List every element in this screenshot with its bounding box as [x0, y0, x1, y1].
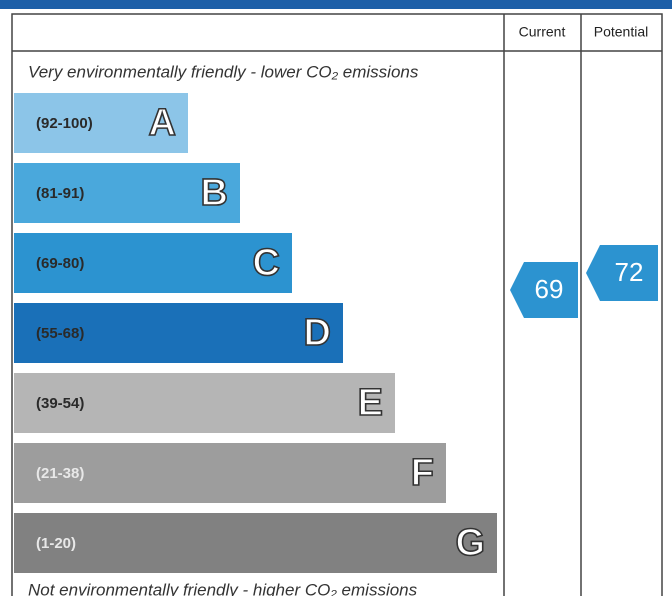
band-range: (69-80): [36, 255, 84, 272]
column-header: Potential: [594, 24, 648, 40]
band-letter: G: [455, 522, 485, 564]
current-value: 69: [535, 274, 564, 304]
table-border: [11, 13, 663, 601]
band-bar: [14, 373, 395, 433]
top-bar: [0, 0, 672, 9]
band-letter: A: [149, 102, 176, 144]
band-letter: E: [358, 382, 383, 424]
band-bar: [14, 303, 343, 363]
band-range: (39-54): [36, 395, 84, 412]
potential-value: 72: [615, 257, 644, 287]
band-bar: [14, 163, 240, 223]
top-note: Very environmentally friendly - lower CO…: [28, 62, 419, 81]
bands: (92-100) A (81-91) B (69-80) C (55-68) D (39-54)…: [14, 93, 497, 573]
band-letter: D: [304, 312, 331, 354]
band-range: (55-68): [36, 325, 84, 342]
band-letter: C: [253, 242, 280, 284]
potential-arrow: [586, 245, 658, 301]
band-range: (81-91): [36, 185, 84, 202]
band-letter: F: [411, 452, 434, 494]
band-bar: [14, 513, 497, 573]
band-bar: [14, 93, 188, 153]
column-header: Current: [519, 24, 566, 40]
current-arrow: [510, 262, 578, 318]
band-bar: [14, 443, 446, 503]
band-range: (92-100): [36, 115, 93, 132]
band-range: (21-38): [36, 465, 84, 482]
band-letter: B: [201, 172, 228, 214]
band-range: (1-20): [36, 535, 76, 552]
band-bar: [14, 233, 292, 293]
bottom-note: Not environmentally friendly - higher CO…: [28, 580, 418, 596]
